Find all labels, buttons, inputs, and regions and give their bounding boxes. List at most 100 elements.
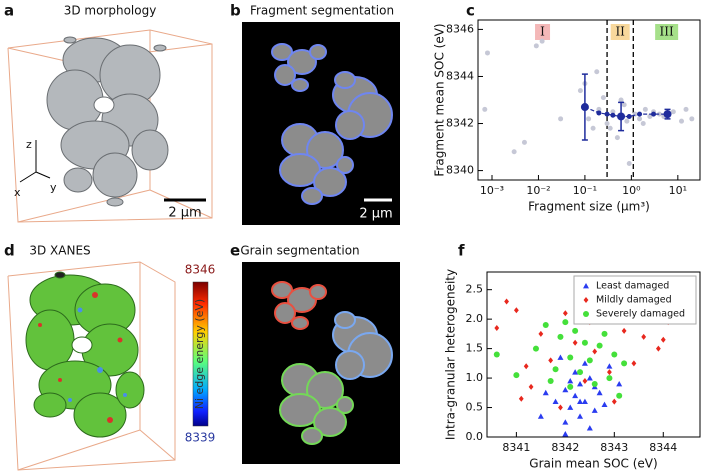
marker: [606, 363, 613, 369]
marker: [562, 310, 568, 317]
marker: [586, 357, 593, 364]
x-tick-label: 10¹: [669, 184, 687, 197]
marker: [562, 319, 569, 326]
colorbar-max: 8346: [185, 263, 216, 277]
colorbar: [192, 281, 209, 427]
marker: [547, 378, 554, 385]
axes-triad: [19, 140, 51, 183]
region-label: II: [615, 25, 625, 39]
grain-render: [332, 311, 393, 380]
marker: [581, 339, 588, 346]
marker: [567, 378, 574, 384]
marker: [651, 111, 657, 117]
marker: [600, 95, 606, 101]
panel-label: a: [4, 2, 14, 20]
marker: [494, 324, 500, 331]
marker: [621, 360, 628, 367]
marker: [596, 106, 602, 112]
y-tick-label: 0.5: [466, 401, 484, 414]
marker: [484, 50, 490, 56]
marker: [521, 139, 527, 145]
axis-letter: y: [50, 181, 57, 194]
marker: [558, 116, 564, 122]
marker: [482, 106, 488, 112]
xanes-specks: [68, 307, 127, 402]
marker: [621, 327, 627, 334]
x-tick-label: 8341: [502, 441, 530, 454]
panel-title: Grain segmentation: [240, 244, 359, 258]
marker: [586, 116, 592, 122]
marker: [656, 111, 662, 117]
marker: [679, 118, 685, 124]
marker: [670, 109, 676, 115]
axis-letter: x: [14, 186, 21, 199]
marker: [548, 357, 554, 364]
marker: [607, 369, 612, 376]
region-label: I: [540, 25, 545, 39]
x-tick-label: 10⁻²: [526, 184, 550, 197]
marker: [493, 351, 500, 358]
marker: [532, 345, 539, 352]
xanes-render: [25, 271, 145, 438]
marker: [523, 363, 529, 370]
marker: [572, 327, 579, 334]
marker: [562, 431, 569, 437]
marker: [606, 375, 613, 382]
legend-marker: [583, 297, 589, 303]
marker: [577, 369, 584, 376]
marker: [617, 112, 626, 121]
marker: [572, 339, 578, 346]
marker: [596, 110, 602, 116]
marker: [641, 333, 647, 340]
marker: [577, 413, 584, 419]
box-outline: [7, 261, 176, 471]
y-tick-label: 0.0: [466, 430, 484, 443]
marker: [592, 348, 598, 355]
marker: [601, 330, 608, 337]
plot-frame: [477, 19, 701, 181]
marker: [683, 106, 689, 112]
marker: [504, 298, 509, 305]
x-tick-label: 8344: [649, 441, 677, 454]
x-tick-label: 10⁰: [622, 184, 641, 197]
legend-label: Severely damaged: [596, 309, 685, 320]
legend-label: Least damaged: [596, 281, 669, 292]
marker: [604, 121, 610, 127]
marker: [562, 386, 569, 393]
marker: [591, 407, 598, 413]
marker: [577, 88, 583, 94]
plot-frame: [486, 271, 701, 438]
marker: [604, 111, 610, 117]
x-tick-label: 10⁻¹: [573, 184, 597, 197]
x-tick-label: 10⁻³: [480, 184, 504, 197]
marker: [618, 97, 624, 103]
panel-title: 3D morphology: [64, 4, 157, 18]
morphology-render: [46, 36, 169, 207]
marker: [513, 372, 520, 379]
marker: [660, 336, 666, 343]
legend-box: [573, 275, 697, 325]
panel-title: 3D XANES: [29, 244, 90, 258]
marker: [552, 398, 559, 405]
region-label: III: [660, 25, 674, 39]
marker: [616, 380, 623, 387]
marker: [567, 383, 574, 390]
marker: [552, 366, 559, 373]
legend-label: Mildly damaged: [596, 295, 672, 306]
y-tick-label: 8340: [446, 164, 474, 177]
marker: [577, 398, 584, 405]
xanes-specks: [38, 292, 123, 423]
marker: [567, 354, 574, 361]
marker: [594, 69, 600, 75]
marker: [542, 322, 549, 329]
marker: [557, 333, 564, 340]
marker: [580, 103, 589, 112]
marker: [642, 106, 648, 112]
y-tick-label: 2.5: [466, 283, 484, 296]
region-badge: [535, 24, 551, 40]
marker: [663, 110, 672, 119]
marker: [596, 342, 603, 349]
marker: [572, 369, 579, 375]
marker: [557, 354, 564, 360]
